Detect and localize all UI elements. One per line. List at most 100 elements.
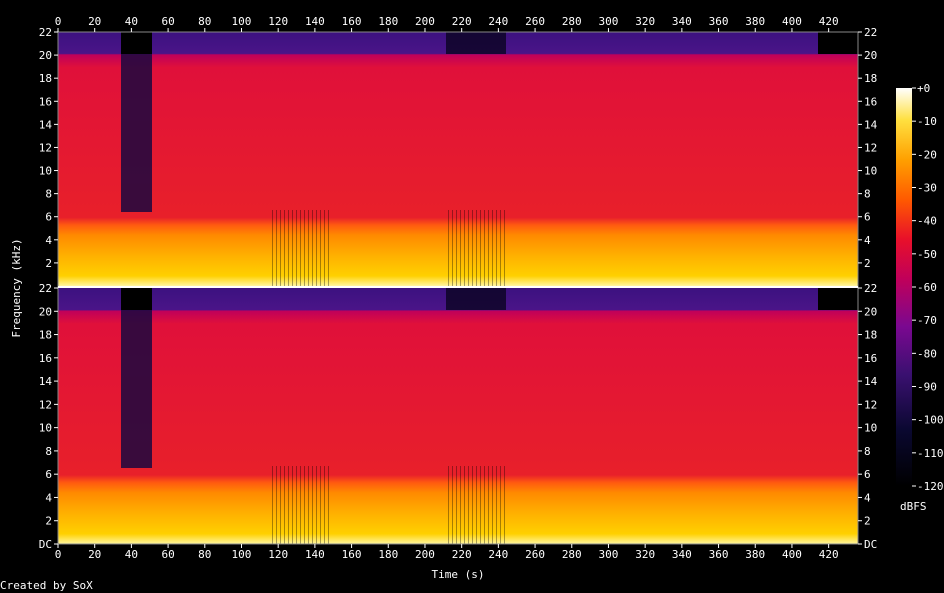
spectrogram-channel-1	[58, 32, 858, 286]
x-axis-label: Time (s)	[432, 568, 485, 581]
x-tick-label-top: 380	[745, 15, 765, 28]
x-tick-label-top: 280	[562, 15, 582, 28]
x-tick-label-top: 300	[599, 15, 619, 28]
channel-2-quiet-region	[121, 288, 152, 468]
y-tick-label-left: 6	[45, 211, 52, 224]
x-tick-label-bottom: 20	[88, 548, 101, 561]
colorbar-tick-label: -90	[917, 381, 937, 394]
spectrogram-channel-2	[58, 288, 858, 544]
y-tick-label-left: 8	[45, 445, 52, 458]
x-tick-label-top: 80	[198, 15, 211, 28]
x-tick-label-bottom: 180	[378, 548, 398, 561]
footer-credit: Created by SoX	[0, 579, 93, 592]
x-tick-label-top: 120	[268, 15, 288, 28]
y-tick-label-right: 16	[864, 95, 877, 108]
x-tick-label-bottom: 40	[125, 548, 138, 561]
x-tick-label-bottom: 60	[161, 548, 174, 561]
y-tick-label-right: DC	[864, 538, 877, 551]
y-tick-label-left: 12	[39, 141, 52, 154]
channel-2-silent-band	[121, 288, 152, 310]
colorbar-tick-label: -100	[917, 414, 944, 427]
x-tick-label-bottom: 100	[232, 548, 252, 561]
x-tick-label-bottom: 240	[488, 548, 508, 561]
x-tick-label-top: 180	[378, 15, 398, 28]
colorbar-tick-label: -70	[917, 314, 937, 327]
x-ticks-bottom: 0 20 40 60 80 100 120 140 160 180 200 220 240 260 280 3…	[55, 544, 839, 561]
y-tick-label-left: 20	[39, 49, 52, 62]
x-tick-label-bottom: 280	[562, 548, 582, 561]
x-tick-label-bottom: 340	[672, 548, 692, 561]
y-tick-label-left: 14	[39, 118, 53, 131]
y-tick-label-right: 14	[864, 375, 878, 388]
x-tick-label-bottom: 160	[342, 548, 362, 561]
x-tick-label-top: 400	[782, 15, 802, 28]
y-axis-label: Frequency (kHz)	[10, 238, 23, 337]
colorbar-tick-label: -80	[917, 347, 937, 360]
y-tick-label-right: 20	[864, 305, 877, 318]
y-tick-label-left: 10	[39, 422, 52, 435]
x-tick-label-top: 420	[819, 15, 839, 28]
x-ticks-top: 0 20 40 60 80 100 120 140 160 180 200 220 240 260 280 3…	[55, 15, 839, 32]
y-tick-label-left: 20	[39, 305, 52, 318]
x-tick-label-bottom: 360	[709, 548, 729, 561]
colorbar-label: dBFS	[900, 500, 927, 513]
y-tick-label-left: 14	[39, 375, 53, 388]
y-tick-label-right: 6	[864, 211, 871, 224]
x-tick-label-top: 160	[342, 15, 362, 28]
y-tick-label-left: 4	[45, 234, 52, 247]
x-tick-label-bottom: 300	[599, 548, 619, 561]
x-tick-label-bottom: 320	[635, 548, 655, 561]
y-tick-label-left: 16	[39, 352, 52, 365]
y-tick-label-left: 22	[39, 26, 52, 39]
y-tick-label-right: 20	[864, 49, 877, 62]
colorbar-tick-label: +0	[917, 82, 930, 95]
y-tick-label-left: 18	[39, 329, 52, 342]
y-tick-label-left: 10	[39, 165, 52, 178]
x-tick-label-top: 240	[488, 15, 508, 28]
y-tick-label-right: 12	[864, 141, 877, 154]
x-tick-label-top: 60	[161, 15, 174, 28]
colorbar-ticks: +0 -10 -20 -30 -40 -50 -60 -70 -80 -90 -100 -110 -12…	[912, 82, 944, 493]
x-tick-label-bottom: 260	[525, 548, 545, 561]
x-tick-label-top: 40	[125, 15, 138, 28]
y-tick-label-left: 2	[45, 515, 52, 528]
y-tick-label-right: 4	[864, 491, 871, 504]
x-tick-label-bottom: 200	[415, 548, 435, 561]
x-tick-label-bottom: 220	[452, 548, 472, 561]
x-tick-label-top: 320	[635, 15, 655, 28]
x-tick-label-bottom: 80	[198, 548, 211, 561]
colorbar-tick-label: -10	[917, 115, 937, 128]
x-tick-label-top: 0	[55, 15, 62, 28]
colorbar-tick-label: -110	[917, 447, 944, 460]
y-tick-label-right: 16	[864, 352, 877, 365]
y-tick-label-right: 10	[864, 422, 877, 435]
colorbar-tick-label: -40	[917, 215, 937, 228]
x-tick-label-top: 220	[452, 15, 472, 28]
y-tick-label-left: 4	[45, 491, 52, 504]
y-tick-label-right: 10	[864, 165, 877, 178]
x-tick-label-top: 140	[305, 15, 325, 28]
x-tick-label-top: 260	[525, 15, 545, 28]
x-tick-label-top: 100	[232, 15, 252, 28]
colorbar-tick-label: -30	[917, 182, 937, 195]
x-tick-label-bottom: 380	[745, 548, 765, 561]
channel-1-quiet-region	[121, 32, 152, 212]
y-tick-label-right: 14	[864, 118, 878, 131]
x-tick-label-bottom: 120	[268, 548, 288, 561]
x-tick-label-top: 200	[415, 15, 435, 28]
x-tick-label-bottom: 0	[55, 548, 62, 561]
y-tick-label-right: 22	[864, 26, 877, 39]
y-tick-label-left: 16	[39, 95, 52, 108]
y-tick-label-left: 8	[45, 188, 52, 201]
x-tick-label-top: 360	[709, 15, 729, 28]
channel-1-silent-band	[121, 32, 152, 54]
colorbar-tick-label: -50	[917, 248, 937, 261]
y-tick-label-right: 18	[864, 329, 877, 342]
colorbar-tick-label: -20	[917, 148, 937, 161]
y-tick-label-left: DC	[39, 538, 52, 551]
x-tick-label-bottom: 420	[819, 548, 839, 561]
y-tick-label-right: 8	[864, 188, 871, 201]
y-tick-label-right: 2	[864, 515, 871, 528]
y-tick-label-right: 12	[864, 398, 877, 411]
